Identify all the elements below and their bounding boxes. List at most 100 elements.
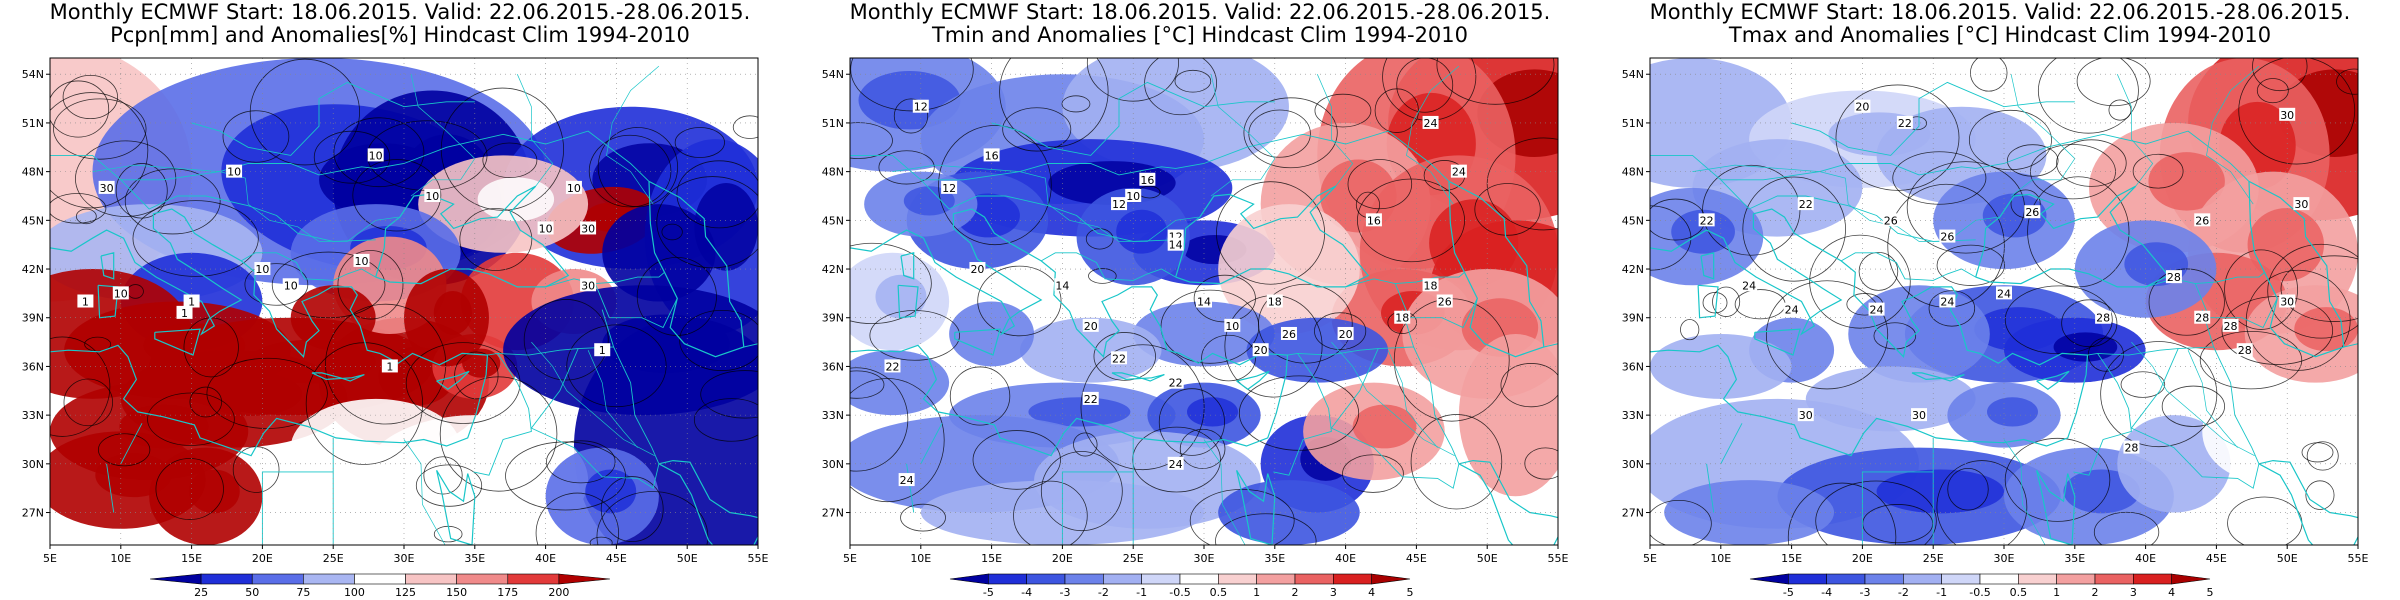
contour-line (62, 74, 118, 120)
contour-line (1787, 482, 1897, 545)
contour-label-box (381, 359, 398, 373)
contour-label-box (1854, 99, 1871, 113)
lon-label: 35E (464, 552, 485, 565)
contour-label-text: 20 (1855, 101, 1869, 114)
contour-line (97, 433, 151, 467)
colorbar: 25 50 75 100 125 150 175 200 (149, 573, 611, 599)
contour-label-text: 28 (2124, 442, 2138, 455)
country-border (106, 463, 115, 513)
contour-label: 16 (1365, 213, 1382, 227)
contour-label-text: 30 (581, 222, 595, 235)
contour-line (337, 250, 404, 320)
contour-line (2221, 296, 2334, 365)
anomaly-core (875, 274, 927, 319)
contour-label-box (1365, 213, 1382, 227)
colorbar-label: 100 (344, 586, 365, 599)
contour-label-box (2236, 343, 2253, 357)
contour-line (1500, 363, 1558, 408)
contour-label-text: 24 (900, 474, 914, 487)
contour-line (850, 122, 893, 159)
colorbar-segment (1218, 573, 1257, 585)
colorbar-segment (1979, 573, 2019, 585)
lon-label: 40E (535, 552, 556, 565)
anomaly-area (1218, 480, 1360, 545)
contour-line (1013, 480, 1088, 545)
contour-label-box (1896, 115, 1913, 129)
contour-label: 24 (1422, 115, 1439, 130)
contour-label-box (884, 359, 901, 373)
contour-line (679, 310, 758, 371)
colorbar-segment (251, 573, 304, 585)
contour-line (2280, 255, 2358, 322)
panel-title-line1: Monthly ECMWF Start: 18.06.2015. Valid: … (849, 0, 1551, 24)
coastline (900, 252, 915, 280)
contour-line (50, 193, 107, 224)
contour-line (1088, 268, 1117, 284)
country-border (1720, 423, 1743, 465)
contour-label-box (2279, 294, 2296, 308)
contour-label: 14 (1054, 278, 1071, 292)
contour-label-text: 10 (425, 190, 439, 203)
contour-label-box (226, 164, 243, 178)
contour-label: 1 (77, 294, 94, 309)
contour-label: 30 (2279, 107, 2296, 122)
contour-label-box (98, 180, 115, 194)
river (92, 164, 399, 242)
country-border (1720, 179, 1976, 242)
river (403, 439, 446, 545)
lon-label: 5E (1643, 552, 1657, 565)
contour-label-box (1939, 294, 1956, 308)
colorbar-segment (1333, 573, 1372, 585)
colorbar-label: 150 (446, 586, 467, 599)
coastline (1911, 372, 1965, 382)
contour-line (1396, 58, 1454, 113)
colorbar-label: -0.5 (1969, 586, 1990, 599)
contour-label-box (1082, 391, 1099, 405)
contour-line (1144, 58, 1217, 116)
colorbar-segment (2133, 573, 2172, 585)
colorbar-segment (1026, 573, 1066, 585)
contour-line (1873, 322, 1917, 350)
contour-label-text: 1 (188, 296, 195, 309)
contour-label-box (1125, 188, 1142, 202)
country-border (1040, 252, 1176, 281)
colorbar-label: 4 (2168, 586, 2175, 599)
colorbar: -5 -4 -3 -2 -1 -0.5 0.5 1 2 3 4 5 (949, 573, 1414, 599)
contour-label-text: 1 (82, 296, 89, 309)
contour-label-text: 24 (1785, 304, 1799, 317)
contour-line (1201, 334, 1256, 382)
contour-line (415, 464, 483, 507)
contour-label-box (1939, 229, 1956, 243)
contour-label-text: 22 (1084, 393, 1098, 406)
coastline (1650, 208, 2089, 457)
country-border (594, 283, 678, 329)
coastline (1111, 372, 1165, 382)
anomaly-core (1187, 397, 1238, 427)
contour-line (1742, 176, 1846, 282)
colorbar-segment (1179, 573, 1219, 585)
contour-line (2061, 299, 2118, 348)
coastline (97, 284, 119, 319)
anomaly-area (2202, 382, 2316, 481)
lat-label: 42N (22, 263, 44, 276)
panel-title-line1: Monthly ECMWF Start: 18.06.2015. Valid: … (1649, 0, 2351, 24)
contour-label-box (1450, 164, 1467, 178)
colorbar-segment (988, 573, 1027, 585)
contour-label-box (282, 278, 299, 292)
river (606, 65, 660, 205)
lon-label: 55E (2348, 552, 2369, 565)
contour-label-box (1111, 197, 1128, 211)
coastline (850, 208, 1289, 457)
colorbar-label: -1 (1136, 586, 1147, 599)
colorbar-label: 3 (1330, 586, 1337, 599)
contour-label: 28 (2236, 343, 2253, 357)
country-border (50, 130, 650, 182)
contour-line (244, 263, 309, 306)
contour-label-text: 22 (1700, 214, 1714, 227)
contour-label: 22 (1896, 115, 1913, 130)
contour-label-box (77, 294, 94, 308)
colorbar-label: 50 (245, 586, 259, 599)
country-border (545, 271, 665, 288)
